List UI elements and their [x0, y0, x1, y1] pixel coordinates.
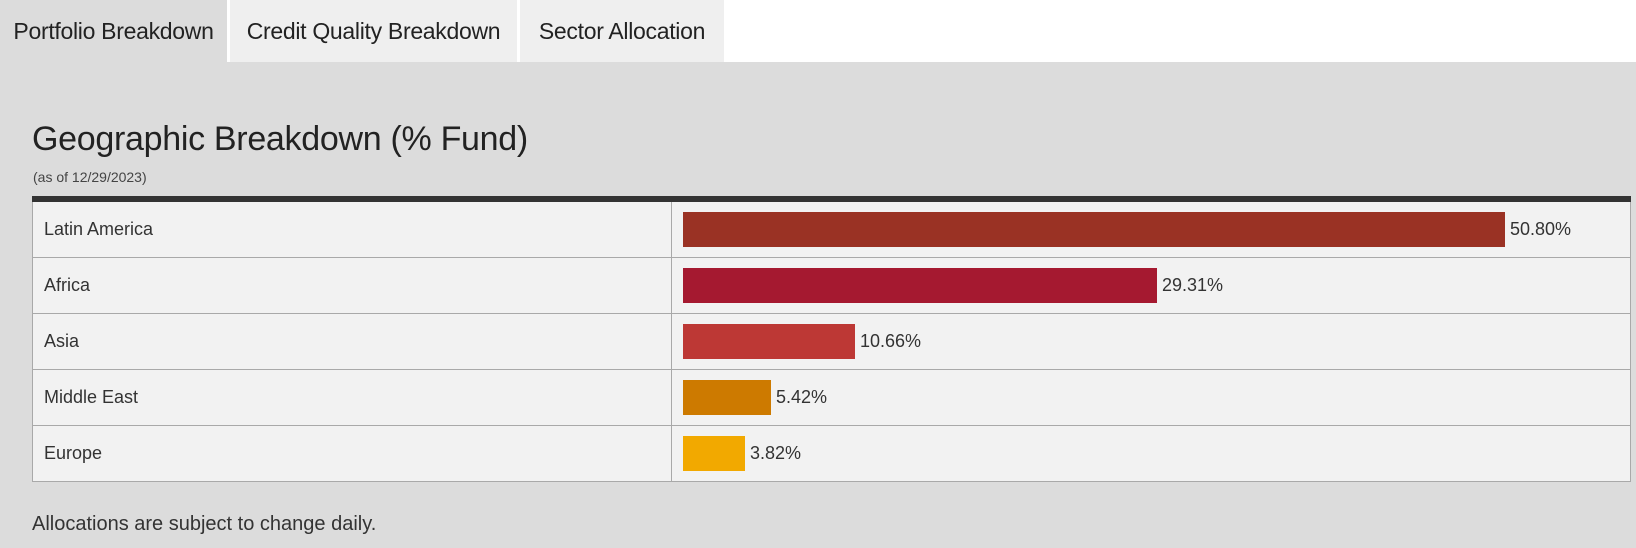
- column-divider: [671, 258, 672, 313]
- table-row: Latin America 50.80%: [32, 202, 1631, 258]
- bar-value-label: 29.31%: [1162, 275, 1224, 295]
- bar: [683, 436, 745, 471]
- column-divider: [671, 370, 672, 425]
- table-row: Africa 29.31%: [32, 258, 1631, 314]
- row-label: Latin America: [44, 219, 154, 239]
- table-row: Middle East 5.42%: [32, 370, 1631, 426]
- column-divider: [671, 202, 672, 257]
- section-title: Geographic Breakdown (% Fund): [32, 120, 528, 158]
- tab-sector-allocation[interactable]: Sector Allocation: [520, 0, 724, 62]
- row-label: Middle East: [44, 387, 139, 407]
- table-row: Asia 10.66%: [32, 314, 1631, 370]
- bar: [683, 380, 771, 415]
- bar: [683, 324, 855, 359]
- bar: [683, 212, 1505, 247]
- footnote: Allocations are subject to change daily.: [32, 513, 377, 535]
- table-row: Europe 3.82%: [32, 426, 1631, 482]
- tab-bar: Portfolio Breakdown Credit Quality Break…: [0, 0, 1636, 62]
- bar-value-label: 10.66%: [860, 331, 922, 351]
- column-divider: [671, 314, 672, 369]
- bar: [683, 268, 1157, 303]
- row-label: Europe: [44, 443, 103, 463]
- row-label: Africa: [44, 275, 91, 295]
- column-divider: [671, 426, 672, 481]
- bar-value-label: 50.80%: [1510, 219, 1572, 239]
- tab-credit-quality-breakdown[interactable]: Credit Quality Breakdown: [230, 0, 517, 62]
- bar-value-label: 5.42%: [776, 387, 828, 407]
- tab-portfolio-breakdown[interactable]: Portfolio Breakdown: [0, 0, 227, 62]
- row-label: Asia: [44, 331, 80, 351]
- as-of-date: (as of 12/29/2023): [33, 169, 147, 185]
- geographic-breakdown-table: Latin America 50.80% Africa 29.31% Asia 10.66…: [32, 196, 1631, 482]
- bar-value-label: 3.82%: [750, 443, 802, 463]
